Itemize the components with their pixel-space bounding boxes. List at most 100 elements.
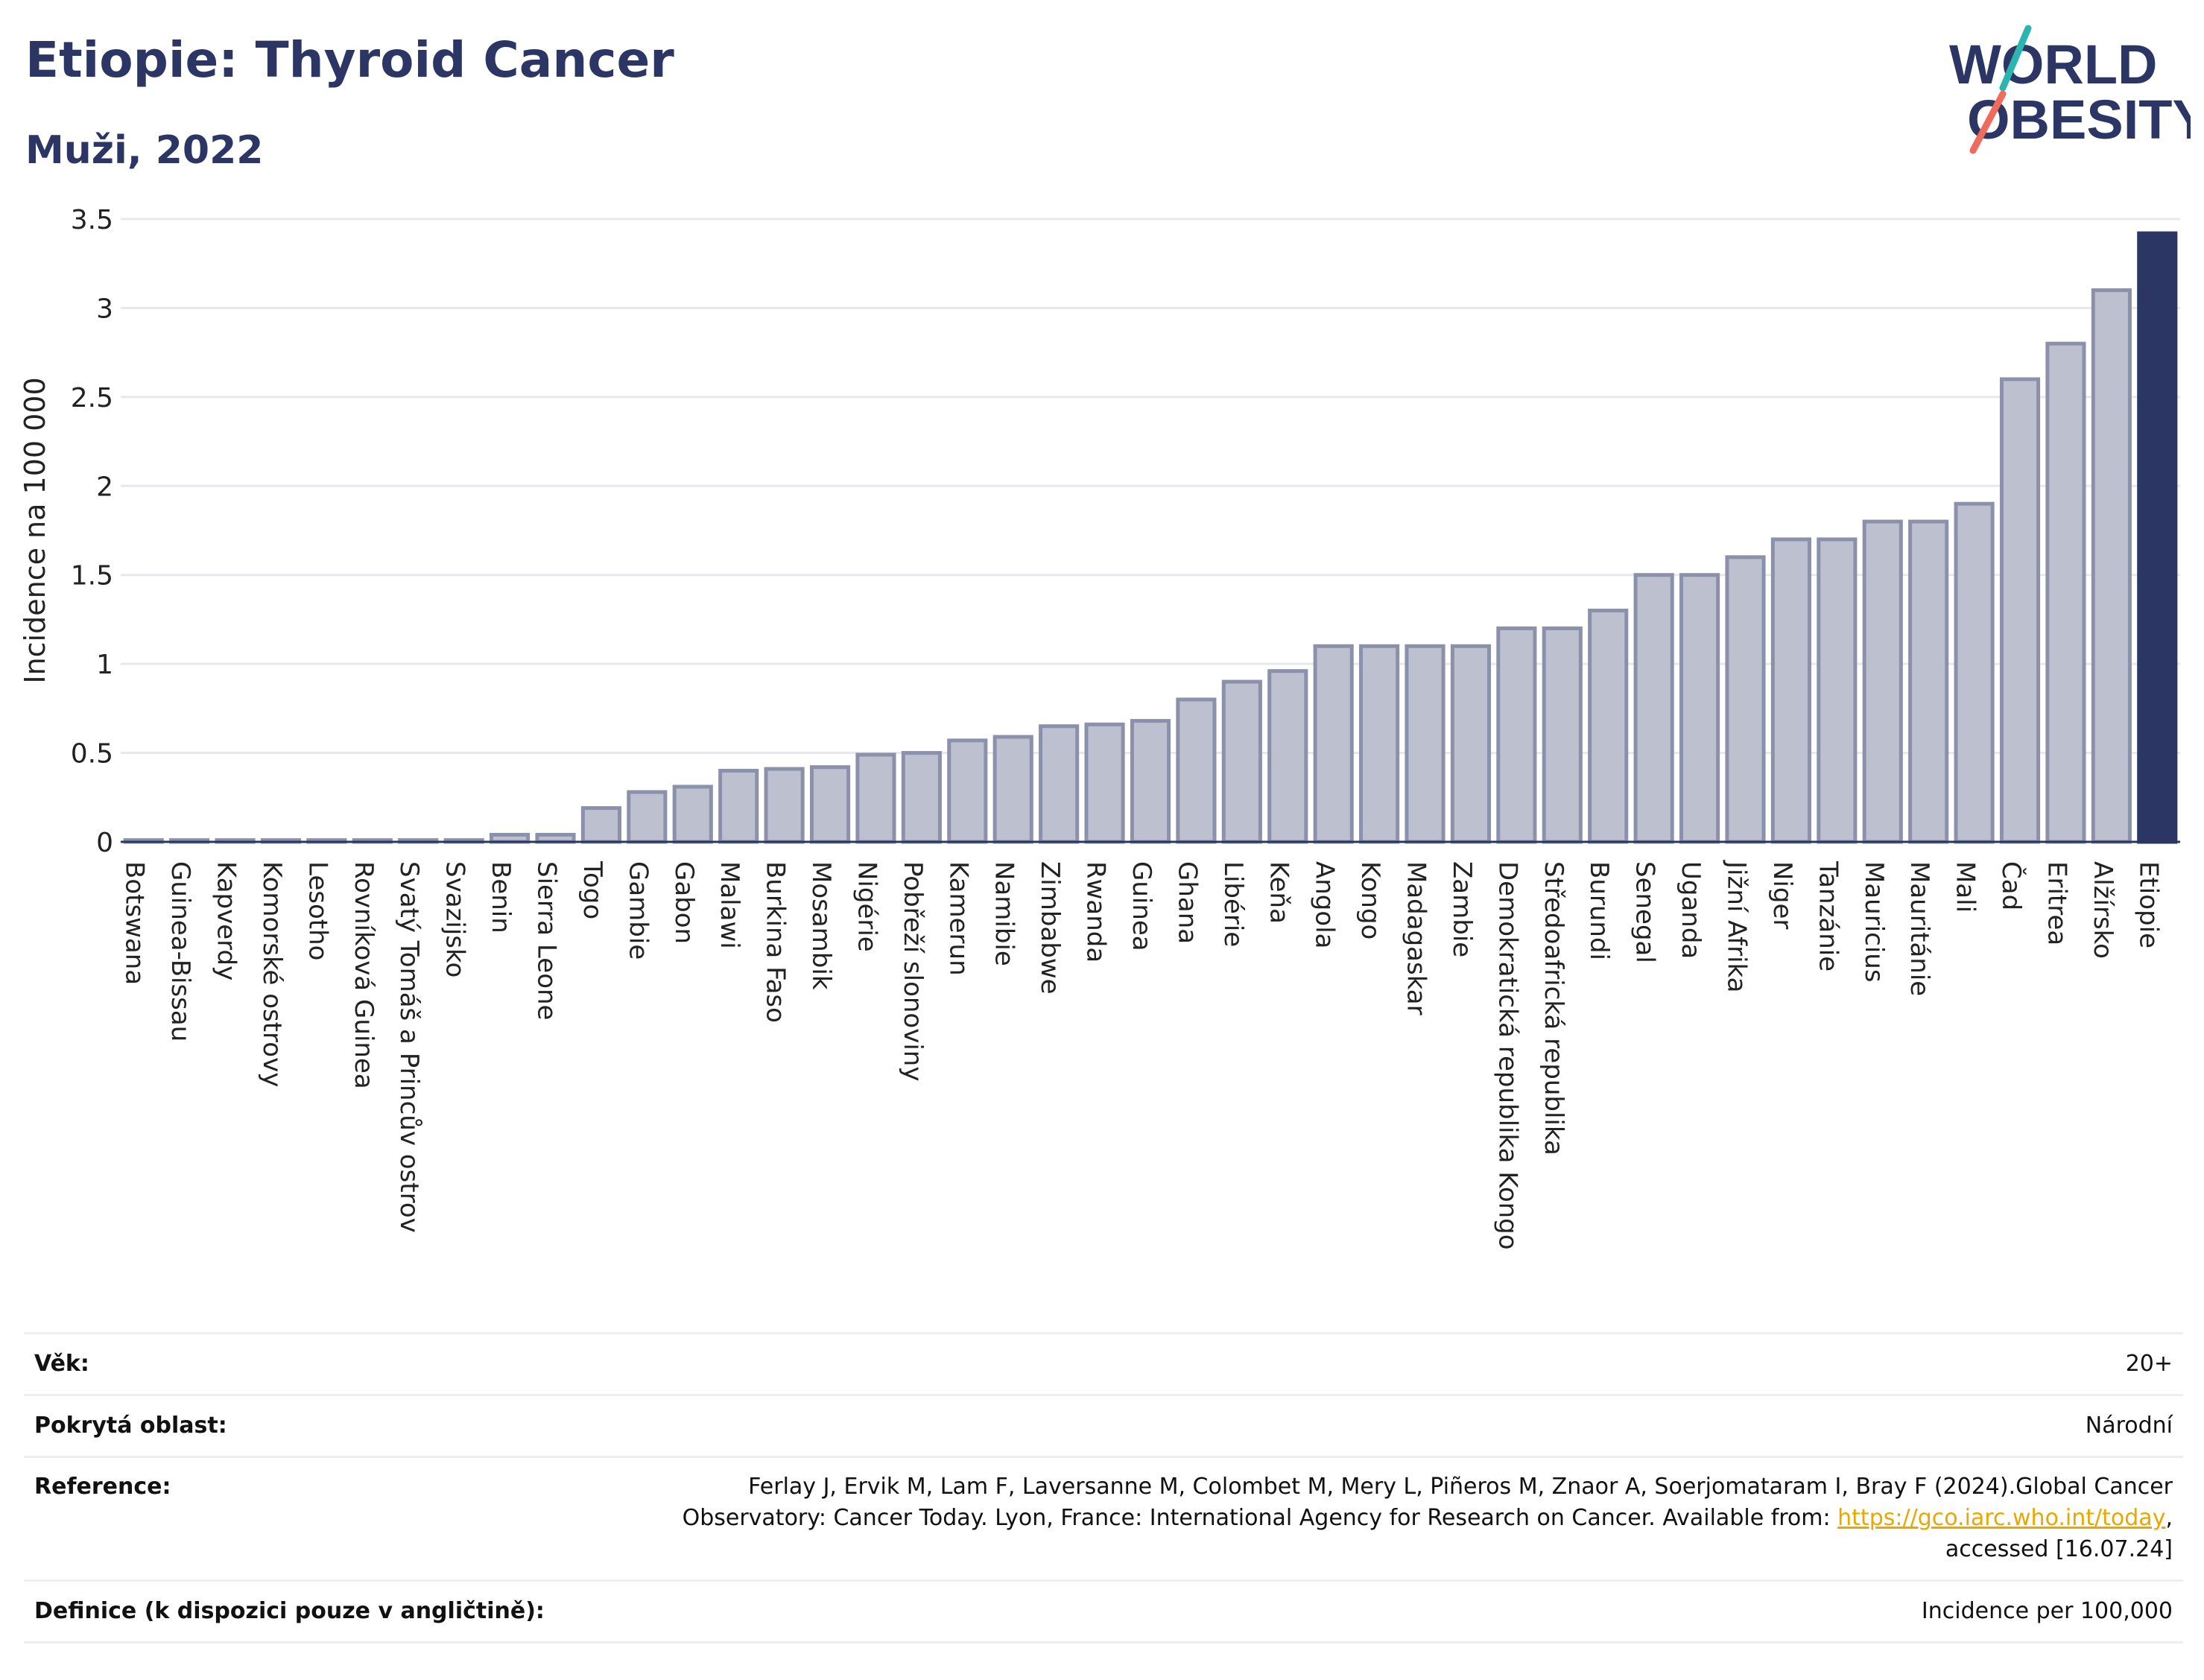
bar-pobřeží-slonoviny[interactable] [901, 751, 942, 844]
bar-burundi[interactable] [1588, 608, 1629, 844]
reference-line1: Ferlay J, Ervik M, Lam F, Laversanne M, … [748, 1474, 2173, 1500]
x-tick-label: Lesotho [303, 861, 332, 960]
x-tick-label: Kongo [1355, 861, 1385, 939]
bar-etiopie[interactable] [2137, 231, 2178, 844]
logo-line2: OBESITY [1967, 89, 2191, 150]
bar-rwanda[interactable] [1084, 722, 1125, 844]
x-tick-label: Svazijsko [440, 861, 470, 977]
bar-uganda[interactable] [1679, 573, 1720, 844]
x-tick-label: Togo [577, 860, 607, 919]
x-tick-label: Niger [1767, 861, 1797, 929]
bar-chart: 0 0.5 1 1.5 2 2.5 3 3.5 Botswana Guinea-Bissau Ka… [19, 205, 2180, 1250]
info-table: Věk: 20+ Pokrytá oblast: Národní Referen… [24, 1332, 2183, 1643]
bar-mali[interactable] [1954, 501, 1995, 844]
x-tick-label: Benin [486, 861, 516, 933]
x-tick-label: Mosambik [806, 861, 836, 990]
x-tick-label: Etiopie [2133, 861, 2163, 948]
y-tick-label: 1.5 [71, 561, 113, 592]
x-tick-label: Burundi [1584, 861, 1614, 960]
x-tick-label: Alžírsko [2088, 861, 2118, 959]
bar-alžírsko[interactable] [2091, 288, 2132, 844]
x-tick-label: Guinea-Bissau [165, 861, 195, 1042]
x-tick-label: Gambie [623, 861, 653, 960]
x-axis-labels: Botswana Guinea-Bissau Kapverdy Komorské os… [120, 860, 2164, 1250]
bars [123, 231, 2178, 844]
reference-link[interactable]: https://gco.iarc.who.int/today [1837, 1505, 2166, 1531]
y-tick-label: 0.5 [71, 739, 113, 770]
info-row-definition: Definice (k dispozici pouze v angličtině… [24, 1579, 2183, 1643]
bar-zambie[interactable] [1450, 644, 1492, 844]
page-title: Etiopie: Thyroid Cancer [25, 31, 674, 89]
x-tick-label: Čad [1996, 861, 2027, 910]
x-tick-label: Středoafrická republika [1539, 861, 1568, 1156]
bar-keňa[interactable] [1267, 669, 1308, 844]
reference-line3: accessed [16.07.24] [1945, 1536, 2173, 1562]
bar-jižní-afrika[interactable] [1725, 555, 1766, 844]
bar-namibie[interactable] [992, 735, 1033, 844]
bar-guinea[interactable] [1130, 719, 1171, 844]
info-row-coverage: Pokrytá oblast: Národní [24, 1394, 2183, 1456]
x-tick-label: Kapverdy [212, 861, 241, 980]
x-tick-label: Namibie [989, 861, 1019, 966]
y-axis-ticks: 0 0.5 1 1.5 2 2.5 3 3.5 [71, 205, 113, 858]
reference-line2-suffix: , [2165, 1505, 2173, 1531]
bar-nigérie[interactable] [855, 752, 896, 844]
y-tick-label: 2 [96, 472, 113, 502]
bar-gabon[interactable] [672, 784, 713, 844]
logo-line1: WORLD [1949, 34, 2158, 95]
bar-ghana[interactable] [1176, 697, 1217, 844]
bar-malawi[interactable] [718, 768, 759, 844]
bar-demokratická-republika-kongo[interactable] [1496, 626, 1537, 844]
x-tick-label: Botswana [120, 861, 150, 985]
x-tick-label: Jižní Afrika [1721, 860, 1751, 993]
bar-angola[interactable] [1313, 644, 1354, 844]
x-tick-label: Zambie [1447, 861, 1477, 957]
x-tick-label: Mauricius [1859, 861, 1889, 983]
x-tick-label: Keňa [1264, 861, 1293, 924]
x-tick-label: Guinea [1127, 861, 1156, 951]
y-tick-label: 1 [96, 650, 113, 680]
bar-niger[interactable] [1770, 537, 1811, 844]
x-tick-label: Burkina Faso [761, 861, 791, 1023]
x-tick-label: Uganda [1676, 861, 1706, 959]
reference-line2: Observatory: Cancer Today. Lyon, France:… [682, 1505, 1838, 1531]
bar-zimbabwe[interactable] [1039, 724, 1080, 844]
x-tick-label: Libérie [1218, 861, 1248, 947]
y-tick-label: 0 [96, 828, 113, 858]
bar-čad[interactable] [1999, 377, 2041, 844]
coverage-value: Národní [2085, 1413, 2173, 1439]
definition-value: Incidence per 100,000 [1921, 1598, 2173, 1624]
bar-madagaskar[interactable] [1405, 644, 1445, 844]
x-tick-label: Rovníková Guinea [349, 861, 379, 1089]
x-tick-label: Tanzánie [1813, 860, 1843, 971]
reference-value: Ferlay J, Ervik M, Lam F, Laversanne M, … [683, 1471, 2183, 1565]
bar-středoafrická-republika[interactable] [1542, 626, 1583, 844]
x-tick-label: Ghana [1172, 861, 1202, 944]
bar-eritrea[interactable] [2045, 341, 2086, 844]
bar-burkina-faso[interactable] [764, 767, 805, 844]
x-tick-label: Mauritánie [1904, 861, 1934, 996]
bar-tanzánie[interactable] [1817, 537, 1858, 844]
x-tick-label: Madagaskar [1402, 861, 1431, 1015]
bar-kamerun[interactable] [947, 738, 988, 844]
x-tick-label: Kamerun [943, 861, 973, 976]
bar-togo[interactable] [580, 806, 622, 844]
bar-kongo[interactable] [1359, 644, 1400, 844]
info-row-age: Věk: 20+ [24, 1332, 2183, 1394]
world-obesity-logo: WORLD OBESITY [1949, 25, 2191, 154]
bar-gambie[interactable] [627, 790, 668, 844]
x-tick-label: Gabon [669, 861, 699, 944]
x-tick-label: Komorské ostrovy [257, 861, 287, 1087]
bar-mauricius[interactable] [1862, 519, 1903, 844]
bar-senegal[interactable] [1633, 573, 1674, 844]
bar-mauritánie[interactable] [1908, 519, 1949, 844]
reference-label: Reference: [34, 1474, 171, 1500]
bar-libérie[interactable] [1221, 679, 1262, 844]
x-tick-label: Zimbabwe [1035, 861, 1065, 995]
x-tick-label: Eritrea [2042, 861, 2071, 945]
y-tick-label: 2.5 [71, 383, 113, 413]
x-tick-label: Mali [1951, 861, 1980, 913]
x-tick-label: Sierra Leone [532, 861, 562, 1020]
y-tick-label: 3 [96, 294, 113, 324]
bar-mosambik[interactable] [809, 765, 851, 844]
